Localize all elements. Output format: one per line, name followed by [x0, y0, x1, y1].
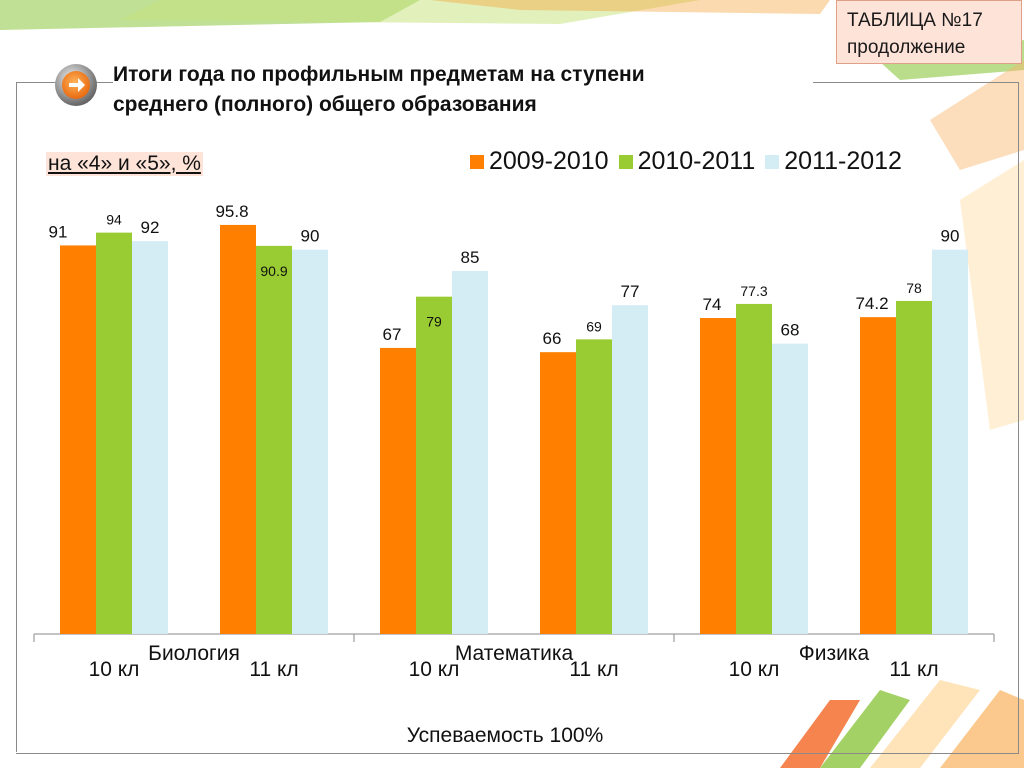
chart-subtitle: на «4» и «5», %	[46, 152, 203, 176]
data-label: 85	[461, 248, 480, 267]
data-label: 66	[543, 329, 562, 348]
bar-2011-2012-4	[772, 343, 808, 634]
data-label: 77.3	[740, 283, 767, 299]
bar-2009-2010-4	[700, 318, 736, 634]
data-label: 74.2	[855, 294, 888, 313]
table-number: ТАБЛИЦА №17	[847, 10, 983, 31]
bar-2009-2010-3	[540, 352, 576, 634]
legend-swatch	[765, 154, 780, 169]
page-title: Итоги года по профильным предметам на ст…	[113, 60, 813, 120]
data-label: 69	[586, 318, 602, 334]
data-label: 78	[906, 280, 922, 296]
group-label: Биология	[148, 642, 240, 665]
bar-2011-2012-0	[132, 241, 168, 634]
footnote: Успеваемость 100%	[406, 724, 604, 747]
data-label: 74	[703, 295, 722, 314]
data-label: 79	[426, 314, 442, 330]
bar-2011-2012-5	[932, 249, 968, 634]
title-line-2: среднего (полного) общего образования	[113, 93, 537, 116]
legend-swatch	[470, 154, 484, 169]
bar-2009-2010-0	[60, 245, 96, 634]
data-label: 68	[781, 321, 800, 340]
group-label: Математика	[455, 642, 574, 665]
bar-2011-2012-3	[612, 305, 648, 634]
category-label: 11 кл	[249, 658, 298, 681]
bar-2009-2010-5	[860, 317, 896, 634]
bar-2010-2011-0	[96, 232, 132, 634]
group-label: Физика	[799, 642, 870, 665]
category-label: 10 кл	[89, 658, 140, 681]
legend-item: 2011-2012	[765, 147, 902, 176]
data-label: 95.8	[215, 202, 248, 221]
bar-2010-2011-5	[896, 300, 932, 634]
data-label: 90	[941, 227, 960, 246]
data-label: 90	[301, 227, 320, 246]
table-label-box: ТАБЛИЦА №17 продолжение	[836, 0, 1022, 64]
bar-2010-2011-1	[256, 245, 292, 634]
next-button[interactable]	[54, 63, 98, 107]
data-label: 92	[141, 218, 160, 237]
bar-2011-2012-1	[292, 249, 328, 634]
legend-swatch	[618, 154, 633, 169]
data-label: 91	[49, 222, 68, 241]
table-continuation: продолжение	[847, 37, 966, 58]
bar-2010-2011-2	[416, 296, 452, 634]
frame-left-border	[16, 82, 17, 752]
bar-2009-2010-1	[220, 224, 256, 634]
data-label: 90.9	[260, 263, 287, 279]
bar-2011-2012-2	[452, 271, 488, 634]
category-label: 11 кл	[889, 658, 938, 681]
legend-label: 2009-2010	[489, 147, 609, 175]
legend-label: 2011-2012	[784, 147, 902, 175]
bar-2010-2011-3	[576, 339, 612, 634]
legend-item: 2009-2010	[470, 147, 609, 176]
category-label: 11 кл	[569, 658, 618, 681]
bar-2010-2011-4	[736, 303, 772, 634]
arrow-right-icon	[55, 64, 97, 106]
category-label: 10 кл	[409, 658, 460, 681]
chart-legend: 2009-2010 2010-2011 2011-2012	[470, 147, 902, 176]
title-line-1: Итоги года по профильным предметам на ст…	[113, 63, 645, 86]
data-label: 77	[621, 282, 640, 301]
category-label: 10 кл	[729, 658, 780, 681]
bar-2009-2010-2	[380, 347, 416, 634]
legend-label: 2010-2011	[637, 147, 756, 175]
legend-item: 2010-2011	[618, 147, 756, 176]
data-label: 94	[106, 212, 122, 228]
data-label: 67	[383, 325, 402, 344]
